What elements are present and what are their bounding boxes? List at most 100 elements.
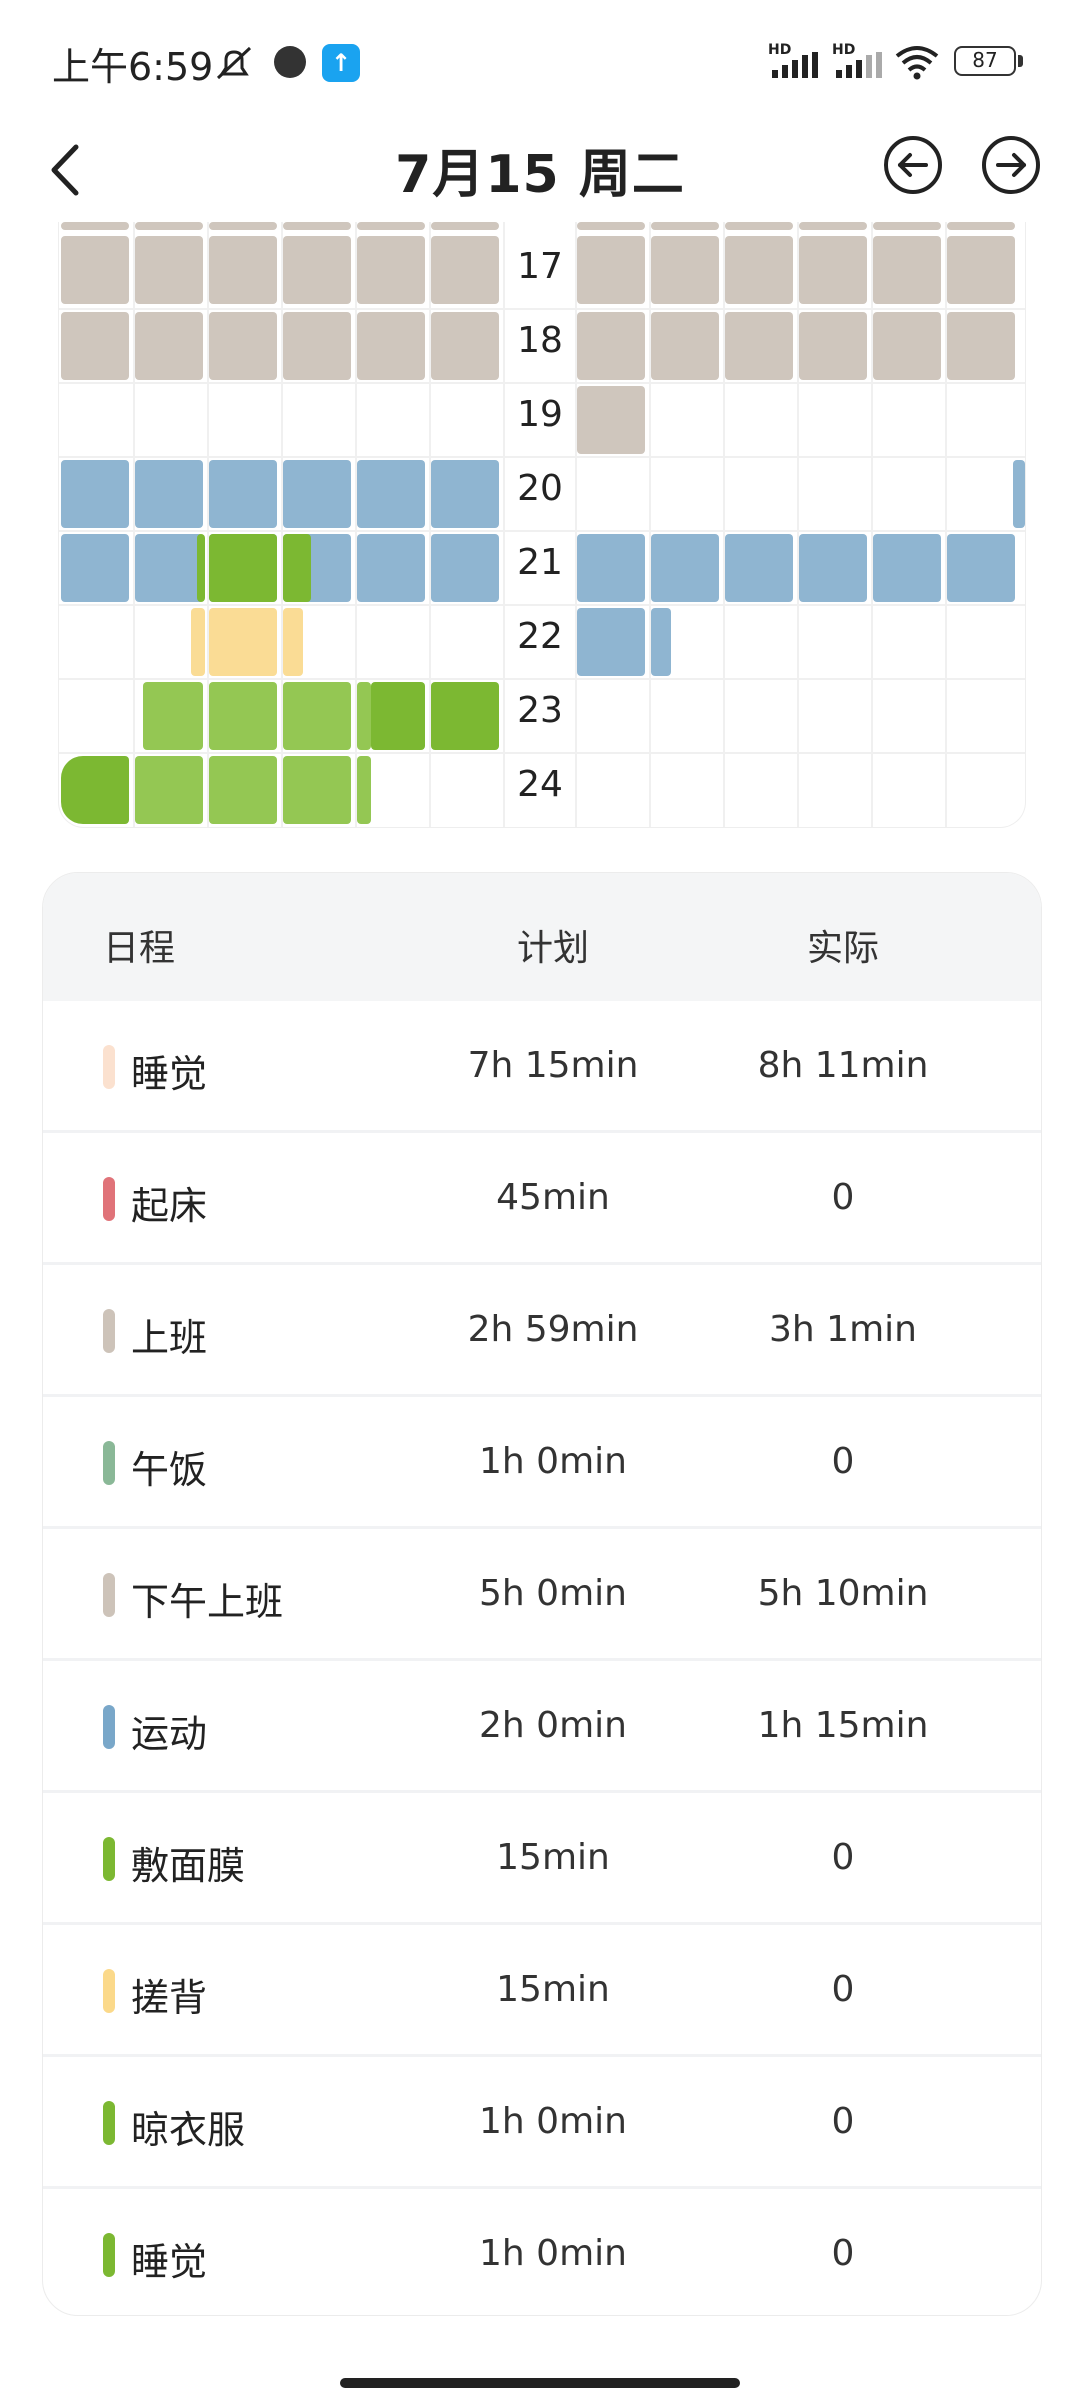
home-indicator[interactable]	[340, 2378, 740, 2388]
work-block[interactable]	[283, 312, 351, 380]
exercise-block[interactable]	[725, 534, 793, 602]
back-scrub-block[interactable]	[191, 608, 205, 676]
color-marker	[103, 1705, 115, 1749]
table-row[interactable]: 搓背 15min 0	[43, 1925, 1041, 2057]
previous-day-button[interactable]	[882, 134, 944, 196]
mask-block[interactable]	[209, 534, 277, 602]
work-block[interactable]	[577, 222, 645, 230]
work-block[interactable]	[283, 236, 351, 304]
grid-line	[59, 604, 1025, 606]
work-block[interactable]	[209, 312, 277, 380]
work-block[interactable]	[725, 312, 793, 380]
exercise-block[interactable]	[135, 534, 203, 602]
sleep-block[interactable]	[371, 682, 425, 750]
work-block[interactable]	[577, 386, 645, 454]
work-block[interactable]	[725, 236, 793, 304]
work-block[interactable]	[283, 222, 351, 230]
table-row[interactable]: 上班 2h 59min 3h 1min	[43, 1265, 1041, 1397]
work-block[interactable]	[873, 236, 941, 304]
day-timeline-grid[interactable]: 17 18 19 20 21 22	[58, 222, 1026, 828]
mask-block[interactable]	[283, 534, 311, 602]
back-scrub-block[interactable]	[209, 608, 277, 676]
work-block[interactable]	[135, 312, 203, 380]
table-row[interactable]: 睡觉 1h 0min 0	[43, 2189, 1041, 2315]
laundry-block[interactable]	[143, 682, 203, 750]
sleep-block[interactable]	[61, 756, 129, 824]
laundry-block[interactable]	[357, 682, 371, 750]
laundry-block[interactable]	[283, 756, 351, 824]
status-bar: 上午6:59 ↑ HD HD 87	[0, 0, 1080, 120]
work-block[interactable]	[577, 312, 645, 380]
exercise-block[interactable]	[1013, 460, 1025, 528]
exercise-block[interactable]	[209, 460, 277, 528]
work-block[interactable]	[873, 312, 941, 380]
row-plan: 1h 0min	[479, 1441, 627, 1482]
sleep-block[interactable]	[431, 682, 499, 750]
work-block[interactable]	[61, 236, 129, 304]
work-block[interactable]	[799, 312, 867, 380]
work-block[interactable]	[357, 222, 425, 230]
back-scrub-block[interactable]	[283, 608, 303, 676]
exercise-block[interactable]	[431, 460, 499, 528]
work-block[interactable]	[431, 312, 499, 380]
exercise-block[interactable]	[357, 534, 425, 602]
next-day-button[interactable]	[980, 134, 1042, 196]
laundry-block[interactable]	[209, 682, 277, 750]
exercise-block[interactable]	[651, 608, 671, 676]
hd-label-1: HD	[768, 42, 792, 58]
exercise-block[interactable]	[799, 534, 867, 602]
back-button[interactable]	[40, 135, 100, 205]
work-block[interactable]	[357, 236, 425, 304]
work-block[interactable]	[947, 222, 1015, 230]
laundry-block[interactable]	[209, 756, 277, 824]
exercise-block[interactable]	[577, 534, 645, 602]
work-block[interactable]	[799, 222, 867, 230]
work-block[interactable]	[357, 312, 425, 380]
row-plan: 45min	[496, 1177, 610, 1218]
work-block[interactable]	[799, 236, 867, 304]
exercise-block[interactable]	[651, 534, 719, 602]
work-block[interactable]	[61, 222, 129, 230]
work-block[interactable]	[431, 222, 499, 230]
exercise-block[interactable]	[577, 608, 645, 676]
mask-block[interactable]	[197, 534, 205, 602]
exercise-block[interactable]	[947, 534, 1015, 602]
work-block[interactable]	[135, 236, 203, 304]
grid-line	[133, 222, 135, 827]
work-block[interactable]	[577, 236, 645, 304]
table-row[interactable]: 下午上班 5h 0min 5h 10min	[43, 1529, 1041, 1661]
exercise-block[interactable]	[61, 460, 129, 528]
work-block[interactable]	[431, 236, 499, 304]
work-block[interactable]	[135, 222, 203, 230]
table-row[interactable]: 晾衣服 1h 0min 0	[43, 2057, 1041, 2189]
work-block[interactable]	[873, 222, 941, 230]
exercise-block[interactable]	[283, 460, 351, 528]
row-name: 敷面膜	[131, 1844, 246, 1888]
table-row[interactable]: 午饭 1h 0min 0	[43, 1397, 1041, 1529]
work-block[interactable]	[651, 312, 719, 380]
table-row[interactable]: 睡觉 7h 15min 8h 11min	[43, 1001, 1041, 1133]
laundry-block[interactable]	[283, 682, 351, 750]
work-block[interactable]	[651, 236, 719, 304]
table-row[interactable]: 敷面膜 15min 0	[43, 1793, 1041, 1925]
work-block[interactable]	[209, 236, 277, 304]
work-block[interactable]	[947, 236, 1015, 304]
exercise-block[interactable]	[135, 460, 203, 528]
app-notification-icon	[274, 46, 306, 78]
grid-line	[429, 222, 431, 827]
row-name: 上班	[131, 1316, 208, 1360]
work-block[interactable]	[947, 312, 1015, 380]
laundry-block[interactable]	[357, 756, 371, 824]
exercise-block[interactable]	[431, 534, 499, 602]
table-row[interactable]: 起床 45min 0	[43, 1133, 1041, 1265]
work-block[interactable]	[61, 312, 129, 380]
laundry-block[interactable]	[135, 756, 203, 824]
table-row[interactable]: 运动 2h 0min 1h 15min	[43, 1661, 1041, 1793]
work-block[interactable]	[725, 222, 793, 230]
work-block[interactable]	[651, 222, 719, 230]
grid-line	[945, 222, 947, 827]
exercise-block[interactable]	[357, 460, 425, 528]
exercise-block[interactable]	[873, 534, 941, 602]
work-block[interactable]	[209, 222, 277, 230]
exercise-block[interactable]	[61, 534, 129, 602]
